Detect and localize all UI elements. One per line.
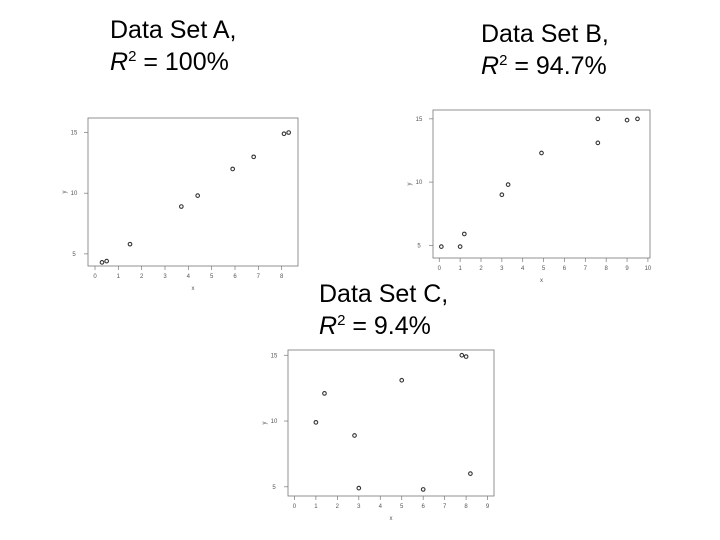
x-tick-label: 8 [605,266,609,272]
scatter-plot-c: 0 1 2 3 4 5 6 7 8 9 5 10 15 x y [262,349,495,522]
y-axis-label: y [407,183,413,186]
data-point [352,433,357,438]
x-tick-label: 1 [458,266,462,272]
x-tick-label: 2 [479,266,483,272]
scatter-plot-a: 0 1 2 3 4 5 6 7 8 5 10 15 x y [62,117,299,292]
x-tick-label: 3 [357,504,361,510]
plot-frame [87,117,299,267]
data-point [322,391,327,396]
data-point [230,166,236,172]
data-point [438,244,444,249]
caption-a-title: Data Set A, [110,16,237,44]
r-symbol: R [110,48,129,76]
x-tick-label: 5 [400,504,404,510]
x-tick-label: 9 [486,504,490,510]
x-tick-label: 7 [257,274,261,280]
x-axis-label: x [192,286,195,292]
y-tick-label: 15 [71,131,78,137]
x-tick-label: 6 [563,266,567,272]
data-point [457,244,463,249]
x-tick-label: 3 [500,266,504,272]
data-point [595,116,601,122]
r-exponent: 2 [499,52,508,69]
x-tick-label: 10 [645,266,652,272]
caption-data-set-a: Data Set A, R2 = 100% [110,14,236,78]
x-tick-label: 0 [93,274,97,280]
data-point [505,182,511,187]
data-point [635,116,640,122]
data-point [595,140,601,146]
y-tick-label: 5 [417,243,421,249]
r-exponent: 2 [337,312,346,329]
data-point [286,130,292,135]
x-tick-label: 4 [379,504,383,510]
data-point [104,258,110,264]
data-point [313,419,319,425]
caption-c-title: Data Set C, [319,280,449,308]
data-point [463,354,469,359]
data-point [99,260,105,265]
caption-b-r-squared: R2 = 94.7% [481,50,609,82]
x-tick-label: 8 [280,274,284,280]
data-point [420,487,426,492]
data-point [127,241,133,247]
caption-a-r-squared: R2 = 100% [110,46,236,78]
x-axis-label: x [390,516,393,522]
caption-data-set-c: Data Set C, R2 = 9.4% [319,278,448,342]
x-tick-label: 2 [140,274,144,280]
data-point [539,150,544,156]
y-tick-label: 10 [271,419,278,425]
r-symbol: R [481,52,500,80]
data-point [461,231,467,237]
x-tick-label: 5 [210,274,214,280]
x-tick-label: 1 [314,504,318,510]
data-point [251,154,257,160]
scatter-plot-b: 0 1 2 3 4 5 6 7 8 9 10 5 10 15 x y [407,109,652,284]
caption-c-r-squared: R2 = 9.4% [319,310,448,342]
x-axis-label: x [540,278,543,284]
x-tick-label: 9 [625,266,629,272]
x-tick-label: 3 [163,274,167,280]
r-value: = 94.7% [507,52,607,80]
y-axis-label: y [62,191,68,194]
x-tick-label: 5 [542,266,546,272]
plot-frame [287,349,495,497]
y-tick-label: 10 [71,191,78,197]
x-tick-label: 1 [117,274,121,280]
data-point [499,192,505,198]
data-point [468,471,473,476]
data-point [356,485,362,491]
data-point [195,193,201,198]
x-tick-label: 6 [233,274,237,280]
data-point [281,131,287,137]
y-tick-label: 5 [272,485,276,491]
data-point [399,377,405,383]
caption-b-title: Data Set B, [481,20,609,48]
y-axis-label: y [262,422,268,425]
r-value: = 9.4% [345,312,431,340]
y-tick-label: 5 [72,252,76,258]
y-tick-label: 15 [271,353,278,359]
plot-frame [432,109,651,259]
y-tick-label: 10 [416,180,423,186]
caption-data-set-b: Data Set B, R2 = 94.7% [481,18,609,82]
data-point [624,117,630,123]
x-tick-label: 0 [293,504,297,510]
y-tick-label: 15 [416,117,423,123]
x-tick-label: 4 [521,266,525,272]
r-symbol: R [319,312,338,340]
x-tick-label: 7 [584,266,588,272]
x-tick-label: 4 [187,274,191,280]
x-tick-label: 8 [464,504,468,510]
data-point [459,352,465,358]
x-tick-label: 7 [443,504,447,510]
x-tick-label: 6 [422,504,426,510]
r-exponent: 2 [128,48,137,65]
data-point [178,204,184,209]
x-tick-label: 2 [336,504,340,510]
x-tick-label: 0 [438,266,442,272]
r-value: = 100% [136,48,229,76]
